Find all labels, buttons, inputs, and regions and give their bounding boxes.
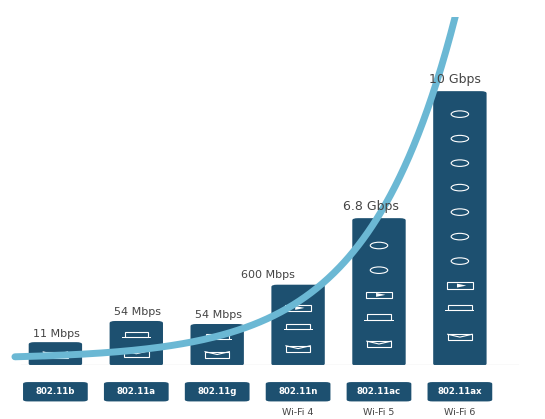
FancyBboxPatch shape [433, 91, 487, 366]
FancyBboxPatch shape [266, 382, 330, 401]
Text: 600 Mbps: 600 Mbps [241, 270, 295, 280]
Bar [366, 292, 392, 298]
Bar [43, 352, 68, 358]
Bar [447, 334, 472, 340]
FancyBboxPatch shape [427, 382, 492, 401]
FancyBboxPatch shape [352, 218, 405, 366]
Text: 802.11ac: 802.11ac [357, 387, 401, 396]
FancyBboxPatch shape [110, 321, 163, 366]
Bar [125, 331, 148, 337]
Text: 802.11ax: 802.11ax [438, 387, 482, 396]
FancyBboxPatch shape [347, 382, 411, 401]
Bar [205, 334, 229, 339]
Polygon shape [457, 284, 467, 287]
Bar [447, 282, 473, 289]
Bar [285, 305, 311, 311]
Bar [122, 337, 151, 338]
Bar [283, 329, 313, 331]
Bar [367, 314, 391, 320]
Bar [367, 341, 391, 347]
Bar [124, 351, 148, 357]
Text: 54 Mbps: 54 Mbps [114, 307, 161, 317]
Bar [448, 305, 471, 310]
Bar [286, 346, 310, 352]
Text: 802.11g: 802.11g [197, 387, 237, 396]
Bar [205, 352, 229, 358]
FancyBboxPatch shape [191, 324, 244, 366]
Text: 54 Mbps: 54 Mbps [195, 310, 241, 320]
Text: Wi-Fi 4: Wi-Fi 4 [282, 408, 314, 417]
Polygon shape [376, 293, 385, 297]
Text: Wi-Fi 6: Wi-Fi 6 [444, 408, 476, 417]
Bar [203, 339, 232, 340]
FancyBboxPatch shape [29, 342, 82, 366]
FancyBboxPatch shape [23, 382, 88, 401]
Text: 11 Mbps: 11 Mbps [33, 329, 80, 339]
Bar [287, 324, 310, 329]
Polygon shape [295, 306, 305, 310]
Text: 802.11n: 802.11n [278, 387, 318, 396]
Text: Wi-Fi 5: Wi-Fi 5 [364, 408, 395, 417]
Text: 802.11b: 802.11b [35, 387, 75, 396]
FancyBboxPatch shape [271, 285, 325, 366]
FancyBboxPatch shape [104, 382, 168, 401]
Bar [365, 320, 393, 321]
FancyBboxPatch shape [185, 382, 250, 401]
Bar [445, 310, 475, 311]
Text: 10 Gbps: 10 Gbps [429, 73, 481, 86]
Text: 6.8 Gbps: 6.8 Gbps [343, 200, 398, 213]
Text: 802.11a: 802.11a [117, 387, 156, 396]
